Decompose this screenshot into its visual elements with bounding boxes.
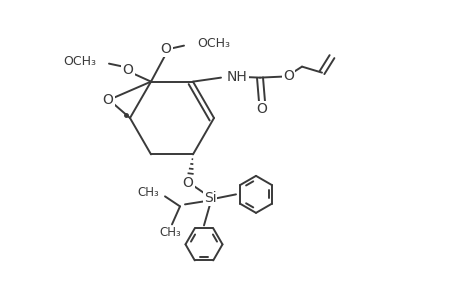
Text: OCH₃: OCH₃: [196, 37, 230, 50]
Text: O: O: [282, 69, 293, 82]
Text: OCH₃: OCH₃: [63, 55, 96, 68]
Text: O: O: [102, 93, 113, 107]
Text: NH: NH: [226, 70, 247, 84]
Text: O: O: [256, 102, 267, 116]
Text: O: O: [122, 63, 133, 76]
Text: Si: Si: [203, 191, 216, 206]
Text: CH₃: CH₃: [159, 226, 180, 239]
Text: CH₃: CH₃: [137, 186, 159, 199]
Text: O: O: [160, 42, 171, 56]
Text: O: O: [182, 176, 193, 190]
